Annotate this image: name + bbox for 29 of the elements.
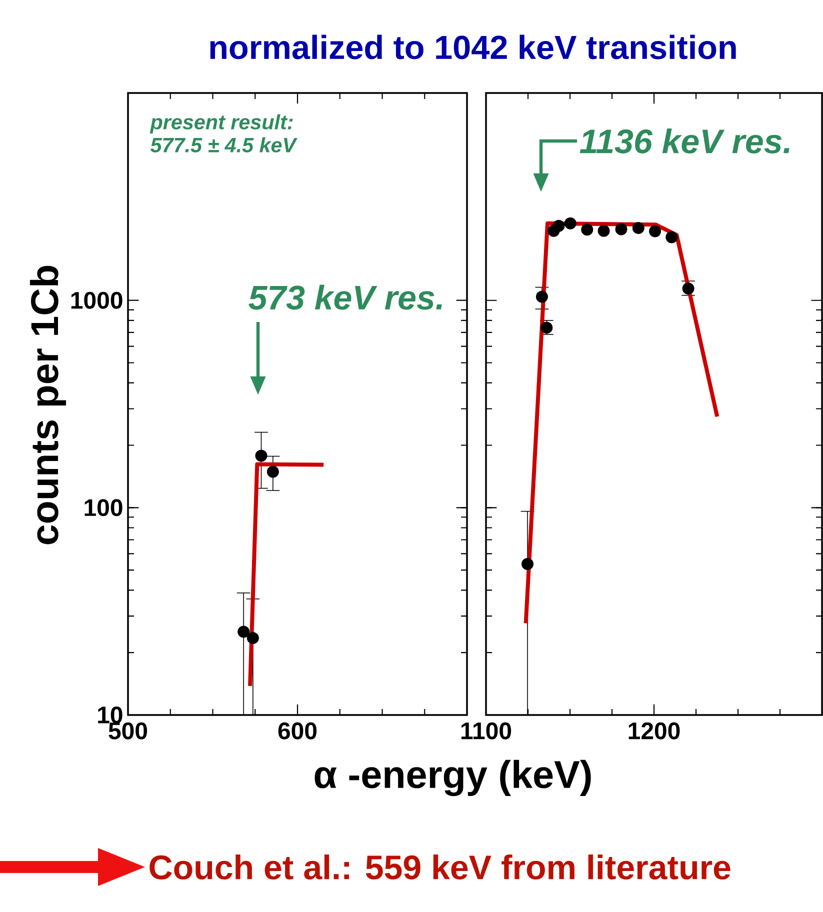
point [522,558,534,570]
x-tick-label: 1100 [461,722,512,740]
point [615,223,628,236]
annotation: 577.5 ± 4.5 keV [150,137,298,152]
point [536,290,548,303]
y-tick-label: 100 [84,499,122,516]
annotation: present result: [150,114,293,134]
point [266,466,279,478]
annotation: 573 keV res. [248,284,442,310]
y-tick-label: 10 [98,706,122,724]
text: Couch et al.: 559 keV from literature [150,854,730,880]
point [564,217,576,230]
point [581,224,594,236]
y-axis-title: counts per 1Cb [30,266,66,544]
x-tick-label: 500 [108,722,148,740]
x-tick-label: 600 [278,722,317,740]
x-tick-label: 1200 [628,722,680,740]
point [666,231,678,244]
point [238,626,250,638]
point [632,222,644,234]
point [552,220,565,232]
point [246,632,259,644]
chart-title: normalized to 1042 keV transition [210,34,736,60]
point [649,225,662,238]
annotation: 1136 keV res. [580,128,790,154]
x-axis-title: α -energy (keV) [314,760,591,796]
point [598,224,610,237]
point [255,450,268,462]
y-tick-label: 1000 [71,292,122,309]
